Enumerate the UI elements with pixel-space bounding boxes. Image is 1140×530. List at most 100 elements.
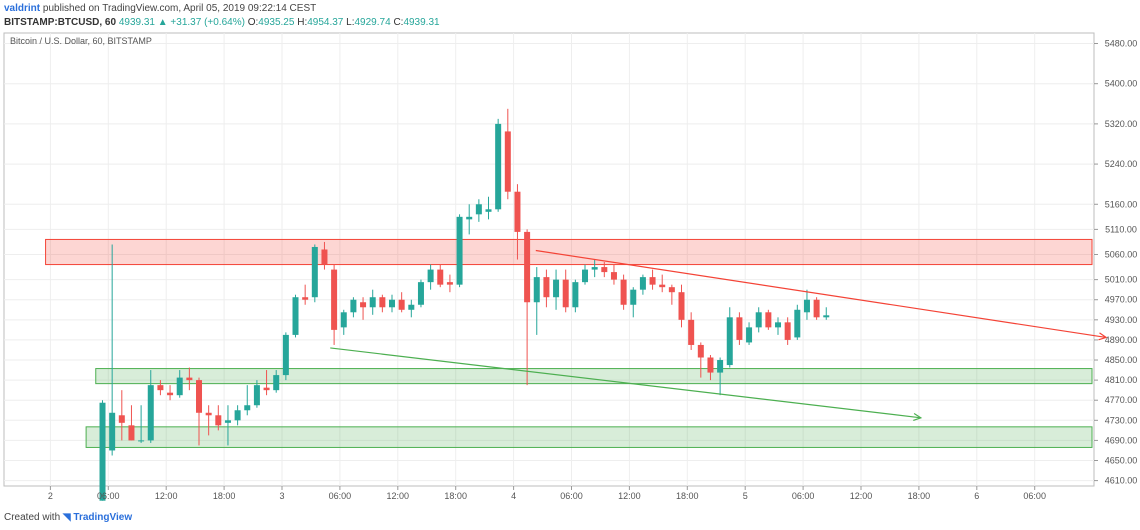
candle-body <box>466 216 473 220</box>
y-tick-label: 5160.00 <box>1105 199 1138 209</box>
candle-body <box>408 304 415 310</box>
y-tick-label: 4690.00 <box>1105 435 1138 445</box>
y-tick-label: 4770.00 <box>1105 395 1138 405</box>
x-tick-label: 4 <box>511 491 516 501</box>
x-tick-label: 06:00 <box>792 491 815 501</box>
y-tick-label: 4730.00 <box>1105 415 1138 425</box>
y-tick-label: 4970.00 <box>1105 295 1138 305</box>
x-tick-label: 5 <box>743 491 748 501</box>
candle-body <box>688 319 695 345</box>
candle-body <box>533 277 540 303</box>
candle-body <box>417 282 424 305</box>
candle-body <box>446 282 453 285</box>
candle-body <box>601 267 608 273</box>
support-arrowhead <box>913 412 923 421</box>
open-label: O: <box>247 17 259 28</box>
candle-body <box>524 231 531 303</box>
resistance-zone <box>45 238 1093 266</box>
candle-body <box>205 412 212 416</box>
brand-name: TradingView <box>73 512 133 523</box>
y-tick-label: 4930.00 <box>1105 315 1138 325</box>
candle-body <box>389 299 396 308</box>
x-tick-label: 12:00 <box>387 491 410 501</box>
candle-body <box>504 131 511 192</box>
x-tick-label: 06:00 <box>560 491 583 501</box>
candle-body <box>678 292 685 320</box>
candle-body <box>775 322 782 328</box>
y-tick-label: 4850.00 <box>1105 355 1138 365</box>
candle-body <box>495 123 502 210</box>
change-label: 4939.31 ▲ +31.37 (+0.64%) <box>118 17 245 28</box>
chart-grid <box>3 32 1095 487</box>
high-label: H: <box>297 17 308 28</box>
candle-body <box>746 327 753 343</box>
ohlc-info: BITSTAMP:BTCUSD, 60 4939.31 ▲ +31.37 (+0… <box>4 17 440 28</box>
candle-body <box>186 377 193 381</box>
price-chart[interactable]: 5480.00 5400.00 5320.00 5240.00 5160.00 5110.… <box>0 30 1140 508</box>
y-tick-label: 5320.00 <box>1105 119 1138 129</box>
candle-body <box>659 284 666 288</box>
candle-body <box>668 287 675 293</box>
support-zone <box>95 368 1093 385</box>
candle-body <box>765 312 772 328</box>
y-tick-label: 5240.00 <box>1105 159 1138 169</box>
created-with-text: Created with <box>4 512 61 523</box>
candle-body <box>302 297 309 300</box>
low-value: 4929.74 <box>354 17 391 28</box>
candle-body <box>292 297 299 335</box>
x-tick-label: 18:00 <box>213 491 236 501</box>
candle-body <box>485 209 492 212</box>
support-trendline <box>330 347 921 419</box>
candle-body <box>99 402 106 501</box>
x-tick-label: 12:00 <box>850 491 873 501</box>
candle-body <box>147 385 154 441</box>
support-zone <box>85 426 1093 448</box>
x-tick-label: 18:00 <box>444 491 467 501</box>
x-tick-label: 06:00 <box>329 491 352 501</box>
y-tick-label: 5480.00 <box>1105 39 1138 49</box>
x-tick-label: 6 <box>974 491 979 501</box>
candle-body <box>784 322 791 340</box>
candle-body <box>263 387 270 391</box>
x-tick-label: 18:00 <box>908 491 931 501</box>
tradingview-logo[interactable]: ◥ TradingView <box>62 512 133 523</box>
candle-body <box>697 344 704 358</box>
y-tick-label: 4650.00 <box>1105 456 1138 466</box>
candle-body <box>562 279 569 308</box>
candle-body <box>707 357 714 373</box>
candle-body <box>427 269 434 283</box>
zones-layer <box>45 238 1093 448</box>
candle-body <box>118 415 125 423</box>
open-value: 4935.25 <box>258 17 295 28</box>
candle-body <box>736 317 743 340</box>
x-tick-label: 3 <box>279 491 284 501</box>
resistance-trendline <box>535 249 1107 339</box>
candle-body <box>379 297 386 308</box>
candle-body <box>649 277 656 285</box>
candle-body <box>224 420 231 423</box>
candle-body <box>620 279 627 305</box>
author-name[interactable]: valdrint <box>4 3 41 14</box>
close-label: C: <box>393 17 404 28</box>
low-label: L: <box>346 17 355 28</box>
y-tick-label: 5010.00 <box>1105 275 1138 285</box>
candle-body <box>273 375 280 391</box>
candle-body <box>553 279 560 298</box>
y-tick-label: 4810.00 <box>1105 375 1138 385</box>
publish-text: published on TradingView.com, April 05, … <box>42 3 317 14</box>
candle-body <box>456 216 463 285</box>
candle-body <box>331 269 338 330</box>
publish-info: valdrint published on TradingView.com, A… <box>4 3 316 14</box>
candle-body <box>639 277 646 290</box>
candle-body <box>582 269 589 283</box>
high-value: 4954.37 <box>307 17 344 28</box>
candles-layer <box>99 108 830 501</box>
candle-body <box>610 272 617 280</box>
candle-body <box>196 380 203 413</box>
symbol-label: BITSTAMP:BTCUSD, 60 <box>4 17 117 28</box>
y-tick-label: 4890.00 <box>1105 335 1138 345</box>
candle-body <box>321 249 328 265</box>
candle-body <box>109 412 116 451</box>
candle-body <box>167 392 174 396</box>
candle-body <box>475 204 482 215</box>
